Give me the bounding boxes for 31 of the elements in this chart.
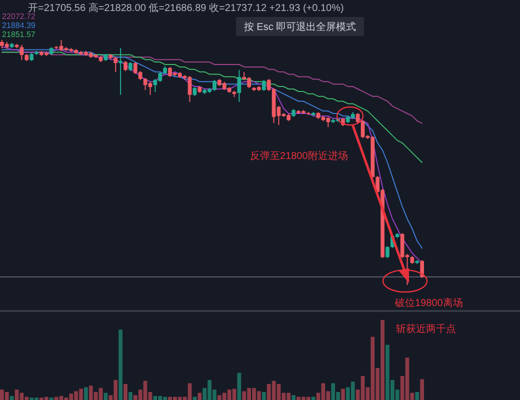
bar	[10, 396, 14, 400]
annotation: 反弹至21800附近进场	[250, 150, 348, 162]
candlestick	[118, 48, 122, 96]
series-label: 21851.57	[2, 30, 36, 39]
candlestick	[20, 44, 24, 61]
bar	[262, 392, 266, 400]
bar	[124, 384, 128, 400]
bar	[311, 396, 316, 400]
bar	[237, 372, 242, 400]
candlestick	[124, 60, 128, 72]
text: 22072.72	[2, 12, 36, 21]
bar	[415, 392, 420, 400]
bar	[198, 392, 202, 400]
candlestick	[386, 246, 390, 259]
bar	[128, 392, 132, 400]
bar	[118, 330, 122, 400]
candlestick	[237, 69, 242, 102]
annotation: 斩获近两千点	[396, 323, 456, 335]
candlestick	[420, 260, 424, 278]
candlestick	[114, 56, 118, 73]
text: 开=21705.56 高=21828.00 低=21686.89 收=21737.12 +21.93 (+0.10%)	[28, 2, 344, 14]
bar	[292, 395, 296, 400]
bar	[84, 387, 88, 400]
candlestick	[262, 79, 266, 92]
bar	[341, 388, 345, 400]
candlestick	[192, 86, 197, 97]
bar	[420, 379, 424, 400]
text: 破位19800离场	[394, 297, 463, 309]
candlestick	[128, 62, 132, 72]
text: 按 Esc 即可退出全屏模式	[244, 21, 356, 33]
text: 21884.39	[2, 21, 36, 30]
